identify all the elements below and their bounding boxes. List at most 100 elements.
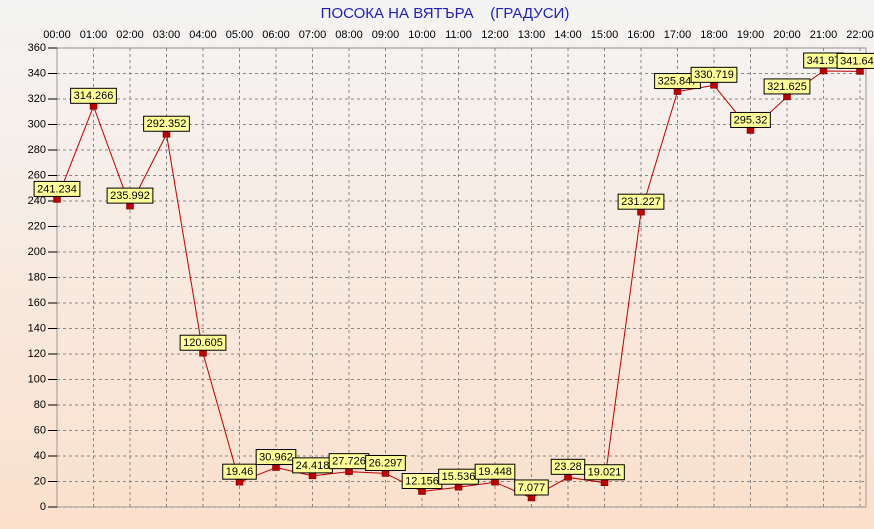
data-label-box	[179, 334, 227, 351]
data-label: 120.605	[183, 337, 223, 349]
x-tick-label: 19:00	[737, 29, 765, 41]
data-label: 15.536	[442, 471, 476, 483]
y-tick-label: 100	[28, 373, 46, 385]
marker	[235, 478, 244, 486]
data-label: 19.46	[226, 466, 254, 478]
marker	[454, 483, 463, 491]
marker	[673, 88, 682, 95]
data-label: 295.32	[734, 114, 768, 126]
chart-title: ПОСОКА НА ВЯТЪРА (ГРАДУСИ)	[321, 5, 570, 22]
y-tick-label: 120	[28, 348, 46, 360]
marker	[746, 127, 755, 134]
data-label-box	[255, 449, 297, 466]
x-tick-label: 09:00	[372, 29, 400, 41]
y-tick-label: 140	[28, 322, 46, 334]
marker	[345, 468, 353, 475]
marker	[53, 196, 61, 203]
x-tick-label: 21:00	[810, 29, 838, 41]
data-label: 30.962	[259, 451, 293, 463]
marker	[308, 472, 317, 480]
x-tick-label: 07:00	[299, 29, 327, 41]
y-tick-label: 200	[28, 246, 46, 258]
x-tick-label: 06:00	[262, 29, 290, 41]
data-label: 19.021	[588, 467, 622, 479]
data-label-box	[763, 78, 811, 95]
x-tick-label: 10:00	[408, 29, 436, 41]
marker	[819, 67, 828, 75]
y-tick-label: 60	[34, 424, 46, 436]
data-label-box	[690, 66, 738, 83]
marker	[162, 131, 171, 138]
x-tick-label: 08:00	[335, 29, 363, 41]
data-label: 325.847	[658, 75, 698, 87]
marker	[856, 68, 864, 75]
x-tick-label: 22:00	[846, 29, 874, 41]
data-label: 24.418	[296, 460, 330, 472]
data-label-box	[730, 111, 771, 128]
data-label: 330.719	[694, 69, 734, 81]
marker	[710, 82, 718, 89]
y-tick-label: 240	[28, 195, 46, 207]
x-tick-label: 05:00	[226, 29, 254, 41]
marker	[491, 478, 499, 486]
data-label: 341.648	[840, 55, 874, 67]
data-label-box	[365, 454, 406, 471]
y-tick-label: 340	[28, 67, 46, 79]
y-tick-label: 220	[28, 220, 46, 232]
marker	[600, 479, 609, 486]
y-tick-label: 280	[28, 144, 46, 156]
data-label-box	[70, 87, 117, 104]
x-tick-label: 20:00	[773, 29, 801, 41]
data-label: 314.266	[74, 90, 114, 102]
data-label-box	[33, 180, 81, 197]
data-label-box	[222, 463, 257, 480]
data-label: 12.156	[405, 475, 439, 487]
x-tick-label: 18:00	[700, 29, 728, 41]
data-label-box	[106, 187, 154, 204]
x-tick-label: 01:00	[80, 29, 108, 41]
x-tick-label: 00:00	[43, 29, 71, 41]
data-label-box	[474, 463, 516, 480]
y-tick-label: 260	[28, 169, 46, 181]
y-tick-label: 320	[28, 93, 46, 105]
y-tick-label: 20	[34, 475, 46, 487]
marker	[381, 470, 390, 477]
x-tick-label: 12:00	[481, 29, 509, 41]
marker	[418, 488, 426, 495]
y-tick-label: 360	[28, 42, 46, 54]
y-tick-label: 80	[34, 399, 46, 411]
y-tick-label: 180	[28, 271, 46, 283]
marker	[272, 464, 280, 471]
x-tick-label: 14:00	[554, 29, 582, 41]
marker	[564, 474, 572, 481]
x-tick-label: 15:00	[591, 29, 619, 41]
marker	[783, 93, 791, 101]
y-tick-label: 160	[28, 297, 46, 309]
data-label: 7.077	[518, 482, 546, 494]
marker	[126, 202, 134, 210]
data-label: 292.352	[147, 118, 187, 130]
y-tick-label: 40	[34, 450, 46, 462]
data-label: 235.992	[110, 190, 150, 202]
data-label-box	[143, 115, 190, 132]
data-label-box	[584, 464, 625, 481]
marker	[527, 494, 536, 502]
data-label-box	[836, 52, 874, 69]
x-tick-label: 02:00	[116, 29, 144, 41]
data-label: 241.234	[37, 183, 77, 195]
x-tick-label: 11:00	[445, 29, 472, 41]
y-tick-label: 300	[28, 118, 46, 130]
marker	[637, 208, 645, 216]
data-label: 27.726	[332, 456, 366, 468]
data-label-box	[617, 193, 665, 210]
marker	[199, 349, 207, 357]
x-tick-label: 04:00	[189, 29, 217, 41]
x-tick-label: 03:00	[153, 29, 181, 41]
x-tick-label: 16:00	[627, 29, 655, 41]
y-tick-label: 0	[40, 501, 46, 513]
data-label: 231.227	[621, 196, 661, 208]
data-label-box	[514, 479, 549, 496]
